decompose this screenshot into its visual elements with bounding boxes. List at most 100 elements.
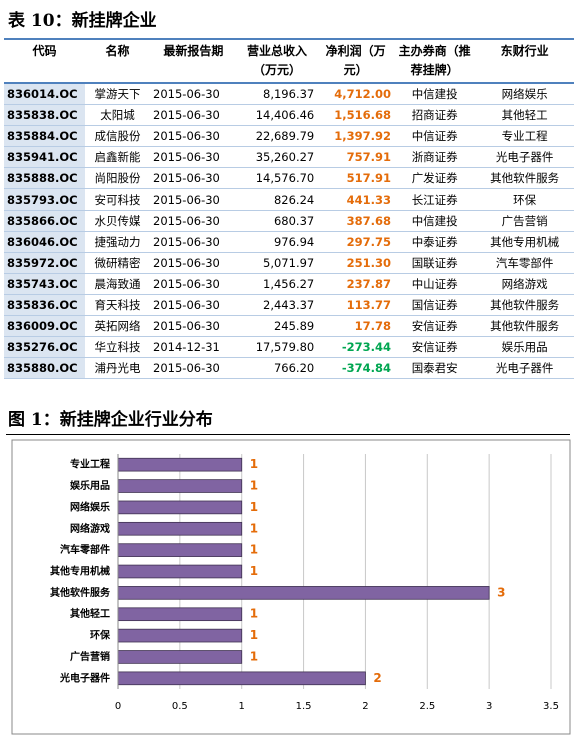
table-row: 836046.OC 捷强动力 2015-06-30 976.94 297.75 中泰证券其…	[4, 231, 574, 253]
y-tick-label: 汽车零部件	[60, 543, 110, 556]
table-row: 835866.OC 水贝传媒 2015-06-30 680.37 387.68 中信建投广…	[4, 210, 574, 232]
table-cell: 835836.OC	[4, 294, 85, 317]
x-tick-label: 2	[362, 701, 368, 712]
table-cell: 17,579.80	[236, 336, 318, 359]
table-cell: 专业工程	[475, 125, 574, 148]
table-cell: 广告营销	[475, 210, 574, 232]
value-label: 3	[497, 585, 505, 599]
table-cell: 国泰君安	[394, 357, 476, 380]
table-row: 835888.OC 尚阳股份 2015-06-30 14,576.70 517.91 广发…	[4, 167, 574, 190]
column-header: 最新报告期	[150, 38, 237, 84]
table-cell: 113.77	[317, 294, 395, 317]
y-tick-label: 网络游戏	[70, 522, 110, 535]
y-tick-label: 广告营销	[70, 650, 110, 663]
bar	[117, 671, 366, 686]
table-cell: 835880.OC	[4, 357, 85, 380]
table-cell: 水贝传媒	[85, 210, 151, 232]
table-cell: 网络游戏	[475, 273, 574, 295]
table-cell: 启鑫新能	[85, 146, 151, 169]
table-cell: 766.20	[236, 357, 318, 380]
table-cell: -374.84	[317, 357, 395, 380]
table-cell: 2015-06-30	[150, 125, 237, 148]
table-cell: 2015-06-30	[150, 104, 237, 127]
column-header: 净利润（万元）	[317, 38, 395, 84]
table-cell: 成信股份	[85, 125, 151, 148]
bar	[117, 543, 243, 557]
value-label: 1	[250, 649, 258, 663]
table-cell: 1,516.68	[317, 104, 395, 127]
chart-frame	[11, 439, 571, 735]
bar	[117, 500, 243, 515]
value-label: 1	[250, 521, 258, 535]
table-cell: 安可科技	[85, 188, 151, 211]
value-label: 1	[250, 628, 258, 642]
table-cell: 娱乐用品	[475, 336, 574, 359]
table-cell: 中信证券	[394, 125, 476, 148]
y-tick-label: 专业工程	[70, 458, 110, 471]
table-cell: 835743.OC	[4, 273, 85, 295]
table-cell: 国联证券	[394, 252, 476, 274]
table-cell: 光电子器件	[475, 146, 574, 169]
table-row: 836014.OC 掌游天下 2015-06-30 8,196.37 4,712.00 中…	[4, 83, 574, 106]
table-cell: 5,071.97	[236, 252, 318, 274]
y-tick-label: 其他轻工	[70, 607, 110, 620]
value-label: 1	[250, 457, 258, 471]
value-label: 1	[250, 500, 258, 514]
column-header: 东财行业	[475, 38, 574, 84]
table-cell: 8,196.37	[236, 83, 318, 106]
table-cell: 245.89	[236, 315, 318, 338]
table-cell: 14,406.46	[236, 104, 318, 127]
x-tick-label: 2.5	[419, 701, 435, 712]
table-cell: 2015-06-30	[150, 188, 237, 211]
table-cell: 长江证券	[394, 188, 476, 211]
table-cell: -273.44	[317, 336, 395, 359]
table-row: 836009.OC 英拓网络 2015-06-30 245.89 17.78 安信证券 其他…	[4, 315, 574, 338]
table-row: 835793.OC 安可科技 2015-06-30 826.24 441.33 长江证券环…	[4, 188, 574, 211]
table-cell: 其他软件服务	[475, 294, 574, 317]
x-tick-label: 3	[486, 701, 492, 712]
table-cell: 汽车零部件	[475, 252, 574, 274]
table-cell: 其他软件服务	[475, 315, 574, 338]
table-cell: 浙商证券	[394, 146, 476, 169]
table-cell: 光电子器件	[475, 357, 574, 380]
column-header: 营业总收入（万元）	[236, 38, 318, 84]
table-cell: 育天科技	[85, 294, 151, 317]
table-cell: 尚阳股份	[85, 167, 151, 190]
table-title: 表 10：新挂牌企业	[8, 11, 157, 31]
table-cell: 297.75	[317, 231, 395, 253]
table-cell: 2015-06-30	[150, 273, 237, 295]
table-cell: 2015-06-30	[150, 294, 237, 317]
x-tick-label: 1	[239, 701, 245, 712]
table-cell: 2014-12-31	[150, 336, 237, 359]
column-header: 主办券商（推荐挂牌）	[394, 38, 476, 84]
table-cell: 安信证券	[394, 336, 476, 359]
table-cell: 680.37	[236, 210, 318, 232]
y-tick-label: 其他专用机械	[50, 565, 110, 578]
table-cell: 捷强动力	[85, 231, 151, 253]
table-cell: 976.94	[236, 231, 318, 253]
y-tick-label: 其他软件服务	[50, 586, 111, 599]
table-cell: 1,456.27	[236, 273, 318, 295]
table-cell: 英拓网络	[85, 315, 151, 338]
table-cell: 757.91	[317, 146, 395, 169]
table-row: 835972.OC 微研精密 2015-06-30 5,071.97 251.30 国联证…	[4, 252, 574, 274]
table-cell: 387.68	[317, 210, 395, 232]
bar	[117, 607, 243, 622]
table-cell: 14,576.70	[236, 167, 318, 190]
bar	[117, 650, 243, 664]
table-cell: 广发证券	[394, 167, 476, 190]
rule	[6, 434, 570, 435]
column-header: 代码	[4, 38, 85, 84]
value-label: 1	[250, 564, 258, 578]
table-cell: 251.30	[317, 252, 395, 274]
table-cell: 835793.OC	[4, 188, 85, 211]
table-cell: 22,689.79	[236, 125, 318, 148]
value-label: 1	[250, 479, 258, 493]
table-cell: 太阳城	[85, 104, 151, 127]
y-tick-label: 网络娱乐	[70, 500, 110, 513]
table-cell: 中信建投	[394, 210, 476, 232]
column-header: 名称	[85, 38, 151, 84]
table: 代码 名称 最新报告期 营业总收入（万元） 净利润（万元） 主办券商（推荐挂牌） 东财行业 8…	[4, 38, 574, 380]
table-cell: 招商证券	[394, 104, 476, 127]
